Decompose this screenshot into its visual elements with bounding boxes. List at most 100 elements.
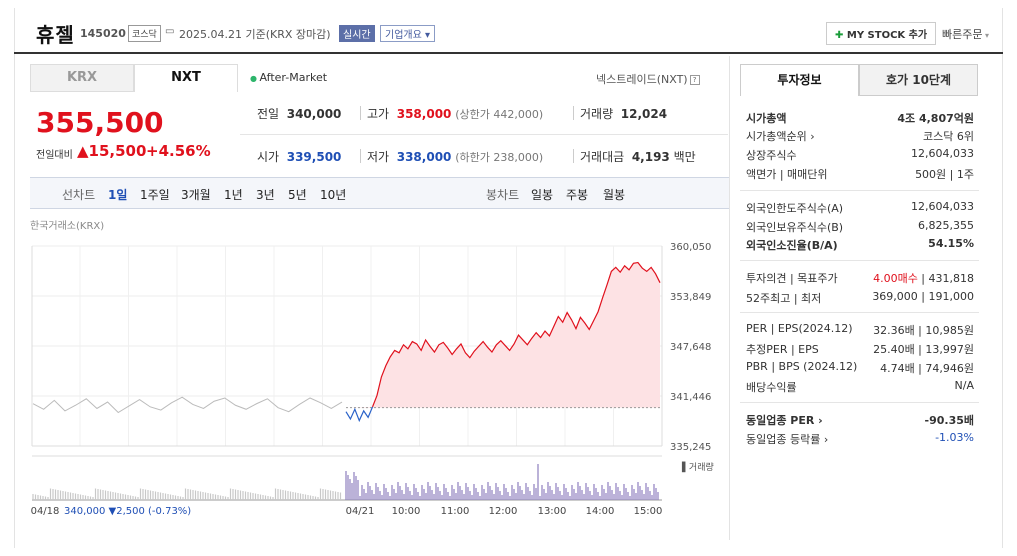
y-tick-label: 360,050 bbox=[670, 242, 711, 253]
invest-value: 54.15% bbox=[928, 237, 974, 250]
quick-order-dropdown[interactable]: 빠른주문 ▾ bbox=[942, 26, 989, 42]
invest-value: 25.40배 | 13,997원 bbox=[873, 343, 974, 356]
chart-toolbar: 선차트 1일 1주일 3개월 1년 3년 5년 10년 봉차트 일봉 주봉 월봉 bbox=[30, 177, 729, 209]
amount-label: 거래대금 bbox=[580, 150, 625, 164]
x-tick-label: 04/18 bbox=[31, 506, 60, 517]
plus-icon: ✚ bbox=[835, 30, 847, 41]
invest-key: 동일업종 PER › bbox=[746, 414, 823, 427]
invest-key: 추정PER | EPS bbox=[746, 343, 819, 356]
stock-name: 휴젤 bbox=[36, 23, 75, 47]
period-3y[interactable]: 3년 bbox=[256, 188, 275, 202]
section-divider bbox=[740, 402, 979, 403]
low-value: 338,000 bbox=[396, 150, 452, 164]
price-chart[interactable]: 한국거래소(KRX) 360,050 353,849 347,648 341,446 33… bbox=[30, 218, 729, 540]
invest-row: 동일업종 등락률 › -1.03% bbox=[746, 431, 974, 449]
invest-key: PER | EPS(2024.12) bbox=[746, 322, 853, 335]
invest-key: 시가총액 bbox=[746, 112, 787, 125]
page-frame bbox=[14, 8, 1003, 548]
after-market-status: ● After-Market bbox=[250, 71, 327, 84]
calendar-icon: ▭ bbox=[165, 26, 175, 37]
invest-row: 추정PER | EPS 25.40배 | 13,997원 bbox=[746, 341, 974, 359]
mystock-add-button[interactable]: ✚ MY STOCK 추가 bbox=[826, 22, 937, 45]
invest-value: -90.35배 bbox=[924, 414, 974, 427]
invest-row: 시가총액 4조 4,807억원 bbox=[746, 110, 974, 128]
y-tick-label: 341,446 bbox=[670, 392, 711, 403]
period-10y[interactable]: 10년 bbox=[320, 188, 347, 202]
prev-day-line bbox=[32, 396, 343, 414]
invest-value: 12,604,033 bbox=[911, 147, 974, 160]
chevron-down-icon: ▾ bbox=[421, 30, 431, 41]
change-label: 전일대비 bbox=[36, 150, 73, 161]
upper-limit: (상한가 442,000) bbox=[455, 108, 544, 121]
chevron-down-icon: ▾ bbox=[982, 31, 990, 40]
invest-row: 52주최고 | 최저 369,000 | 191,000 bbox=[746, 290, 974, 308]
x-tick-label: 12:00 bbox=[489, 506, 518, 517]
period-1d[interactable]: 1일 bbox=[108, 188, 128, 202]
invest-key: 52주최고 | 최저 bbox=[746, 292, 822, 305]
invest-value: 4.00매수 | 431,818 bbox=[873, 272, 974, 285]
volume-label: ▌거래량 bbox=[681, 461, 714, 473]
invest-key: 외국인한도주식수(A) bbox=[746, 202, 844, 215]
tab-nxt[interactable]: NXT bbox=[134, 64, 238, 92]
nextrade-link[interactable]: 넥스트레이드(NXT)? bbox=[596, 71, 700, 87]
invest-key: 투자의견 | 목표주가 bbox=[746, 272, 838, 285]
candle-monthly[interactable]: 월봉 bbox=[603, 188, 626, 202]
divider bbox=[573, 106, 574, 120]
change-value: ▲15,500 bbox=[77, 142, 146, 160]
tab-krx[interactable]: KRX bbox=[30, 64, 134, 92]
realtime-badge[interactable]: 실시간 bbox=[339, 25, 375, 42]
open-label: 시가 bbox=[257, 150, 280, 164]
candle-daily[interactable]: 일봉 bbox=[531, 188, 554, 202]
panel-divider bbox=[729, 56, 730, 540]
tab-orderbook[interactable]: 호가 10단계 bbox=[859, 64, 978, 96]
candle-weekly[interactable]: 주봉 bbox=[566, 188, 589, 202]
x-tick-label: 13:00 bbox=[538, 506, 567, 517]
candle-chart-label: 봉차트 bbox=[486, 188, 520, 202]
low-price: 저가 338,000 (하한가 238,000) bbox=[367, 148, 543, 165]
high-price: 고가 358,000 (상한가 442,000) bbox=[367, 105, 543, 122]
today-area-fill bbox=[346, 262, 660, 408]
invest-row: PER | EPS(2024.12) 32.36배 | 10,985원 bbox=[746, 322, 974, 340]
volume-value: 12,024 bbox=[620, 107, 668, 121]
mystock-label: MY STOCK 추가 bbox=[846, 30, 928, 41]
invest-key: 외국인보유주식수(B) bbox=[746, 221, 844, 234]
high-value: 358,000 bbox=[396, 107, 452, 121]
invest-row: PBR | BPS (2024.12) 4.74배 | 74,946원 bbox=[746, 360, 974, 378]
quote-divider bbox=[240, 134, 728, 135]
period-3m[interactable]: 3개월 bbox=[181, 188, 211, 202]
period-1y[interactable]: 1년 bbox=[224, 188, 243, 202]
volume: 거래량 12,024 bbox=[580, 105, 667, 122]
invest-value: 32.36배 | 10,985원 bbox=[873, 324, 974, 337]
amount-unit: 백만 bbox=[673, 150, 696, 164]
today-line-down bbox=[345, 406, 374, 423]
divider bbox=[360, 149, 361, 163]
period-5y[interactable]: 5년 bbox=[288, 188, 307, 202]
base-date: 2025.04.21 기준(KRX 장마감) bbox=[179, 28, 331, 41]
investment-opinion: 4.00매수 bbox=[873, 272, 918, 285]
invest-row: 동일업종 PER › -90.35배 bbox=[746, 412, 974, 430]
tab-invest-info[interactable]: 투자정보 bbox=[740, 64, 859, 96]
invest-row: 외국인한도주식수(A) 12,604,033 bbox=[746, 200, 974, 218]
invest-value: -1.03% bbox=[935, 431, 974, 444]
period-1w[interactable]: 1주일 bbox=[140, 188, 170, 202]
invest-key: 상장주식수 bbox=[746, 149, 797, 162]
company-info-dropdown[interactable]: 기업개요 ▾ bbox=[380, 25, 436, 42]
invest-row: 외국인소진율(B/A) 54.15% bbox=[746, 237, 974, 255]
invest-row: 배당수익률 N/A bbox=[746, 379, 974, 397]
invest-value: 4.74배 | 74,946원 bbox=[880, 362, 974, 375]
nextrade-label: 넥스트레이드(NXT) bbox=[596, 73, 688, 86]
invest-key: PBR | BPS (2024.12) bbox=[746, 360, 858, 373]
line-chart-label: 선차트 bbox=[62, 188, 96, 202]
section-divider bbox=[740, 260, 979, 261]
today-line-up bbox=[371, 261, 661, 408]
invest-value: 12,604,033 bbox=[911, 200, 974, 213]
invest-row: 투자의견 | 목표주가 4.00매수 | 431,818 bbox=[746, 270, 974, 288]
change-amount: 15,500 bbox=[88, 142, 147, 160]
exchange-tabs: KRX NXT bbox=[30, 64, 239, 92]
x-tick-label: 04/21 bbox=[346, 506, 375, 517]
prev-close-value: 340,000 bbox=[286, 107, 342, 121]
stock-code: 145020 bbox=[80, 27, 126, 40]
current-price: 355,500 bbox=[36, 106, 164, 139]
help-icon[interactable]: ? bbox=[689, 75, 700, 85]
amount-value: 4,193 bbox=[631, 150, 670, 164]
